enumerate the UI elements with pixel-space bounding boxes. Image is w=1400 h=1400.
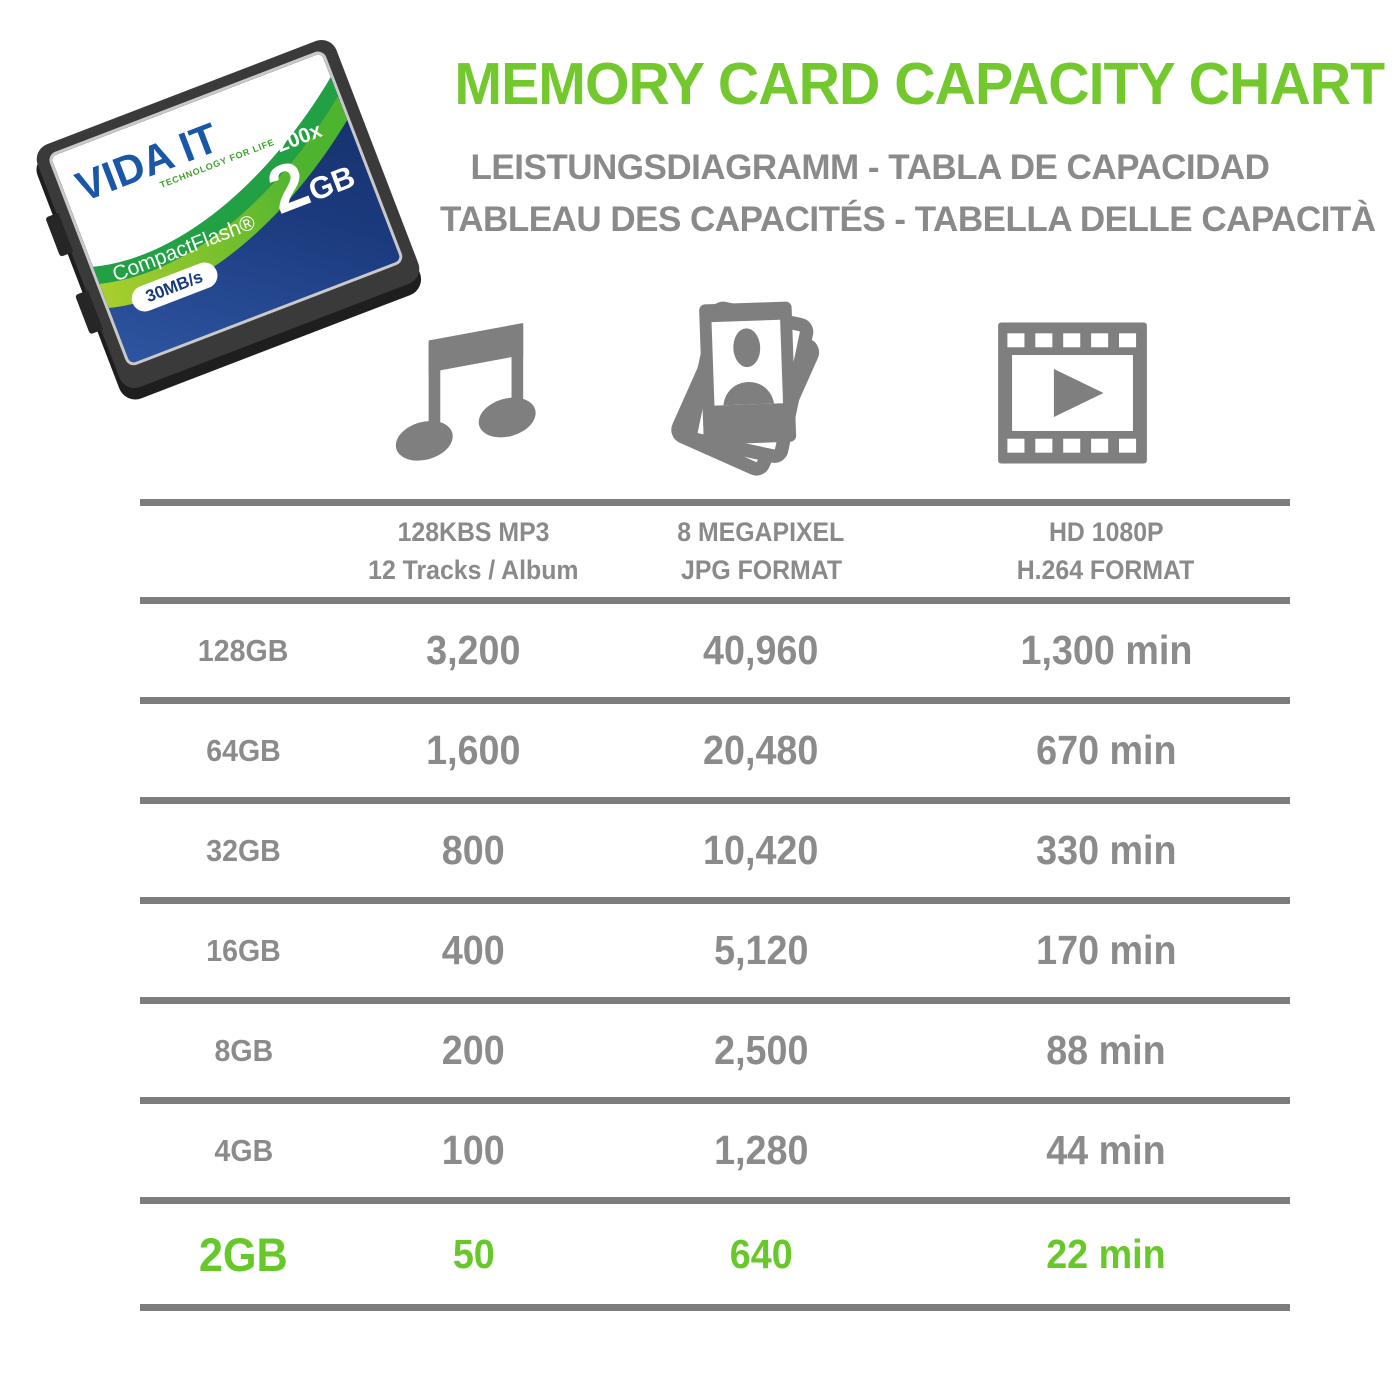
capacity-table: 128KBS MP3 12 Tracks / Album 8 MEGAPIXEL J… [140,499,1290,1311]
page-subtitles: LEISTUNGSDIAGRAMM - TABLA DE CAPACIDAD T… [440,142,1376,246]
header-block: MEMORY CARD CAPACITY CHART LEISTUNGSDIAG… [440,50,1385,246]
table-row-16gb: 16GB 400 5,120 170 min [140,901,1290,1001]
jpg-value: 1,280 [713,1127,809,1173]
table-row-2gb-highlight: 2GB 50 640 22 min [140,1201,1290,1308]
mp3-value: 1,600 [426,727,521,773]
jpg-value: 5,120 [713,927,809,973]
table-row-128gb: 128GB 3,200 40,960 1,300 min [140,601,1290,701]
video-value: 170 min [1035,927,1177,973]
music-note-icon [385,310,545,485]
subtitle-line-1: LEISTUNGSDIAGRAMM - TABLA DE CAPACIDAD [470,148,1270,187]
capacity-label: 4GB [214,1132,273,1168]
header-jpg: 8 MEGAPIXEL JPG FORMAT [677,516,845,585]
capacity-label: 8GB [214,1032,273,1068]
video-value: 88 min [1046,1027,1166,1073]
mp3-value: 200 [442,1027,505,1073]
mp3-value: 3,200 [426,627,521,673]
capacity-label: 64GB [206,732,281,768]
jpg-value: 40,960 [703,627,819,673]
table-header-row: 128KBS MP3 12 Tracks / Album 8 MEGAPIXEL J… [140,502,1290,601]
mp3-value: 100 [442,1127,505,1173]
jpg-value: 10,420 [703,827,819,873]
photo-stack-icon [668,300,863,490]
video-value: 44 min [1046,1127,1166,1173]
capacity-label: 32GB [206,832,281,868]
memory-card-label: VIDA IT TECHNOLOGY FOR LIFE CompactFlash… [46,48,405,368]
video-value: 22 min [1046,1230,1166,1277]
mp3-value: 800 [442,827,505,873]
jpg-value: 20,480 [703,727,819,773]
header-mp3: 128KBS MP3 12 Tracks / Album [368,516,579,585]
mp3-value: 400 [442,927,505,973]
jpg-value: 640 [729,1230,793,1277]
table-row-32gb: 32GB 800 10,420 330 min [140,801,1290,901]
header-capacity-empty [140,503,347,601]
jpg-value: 2,500 [713,1027,809,1073]
mp3-value: 50 [452,1230,495,1277]
page-title: MEMORY CARD CAPACITY CHART [454,51,1385,117]
table-row-8gb: 8GB 200 2,500 88 min [140,1001,1290,1101]
capacity-label: 16GB [206,932,281,968]
memory-card-image: VIDA IT TECHNOLOGY FOR LIFE CompactFlash… [32,35,424,393]
video-value: 1,300 min [1020,627,1192,673]
header-video: HD 1080P H.264 FORMAT [1017,516,1195,585]
film-strip-icon [995,318,1150,473]
capacity-label: 128GB [198,632,289,668]
table-row-64gb: 64GB 1,600 20,480 670 min [140,701,1290,801]
video-value: 330 min [1035,827,1177,873]
memory-card-body: VIDA IT TECHNOLOGY FOR LIFE CompactFlash… [32,35,424,393]
table-row-4gb: 4GB 100 1,280 44 min [140,1101,1290,1201]
card-label-background [50,52,401,364]
subtitle-line-2: TABLEAU DES CAPACITÉS - TABELLA DELLE CA… [440,199,1376,239]
video-value: 670 min [1035,727,1177,773]
capacity-label: 2GB [199,1227,288,1281]
